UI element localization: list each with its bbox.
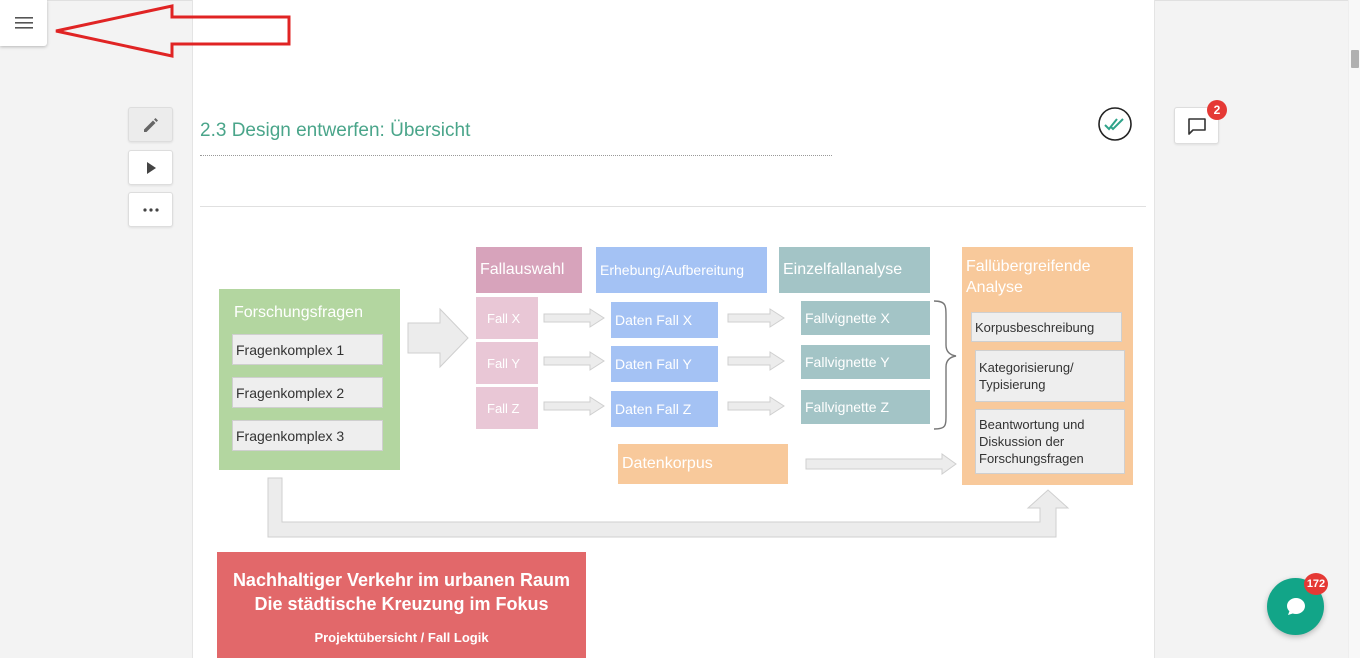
data-corpus: Datenkorpus [618,444,788,484]
play-button[interactable] [128,150,173,185]
data-case-z: Daten Fall Z [611,391,718,427]
case-selection-header: Fallauswahl [476,247,582,293]
play-icon [145,161,157,175]
banner-line-3: Projektübersicht / Fall Logik [217,630,586,645]
red-arrow-annotation [50,2,295,60]
categorisation: Kategorisierung/ Typisierung [975,350,1125,402]
chat-bubble-icon [1284,595,1308,619]
vignette-x: Fallvignette X [801,301,930,335]
question-complex-3: Fragenkomplex 3 [232,420,383,451]
cross-case-title: Fallübergreifende Analyse [966,256,1116,298]
case-x: Fall X [476,297,538,339]
comment-icon [1187,117,1207,135]
banner-line-2: Die städtische Kreuzung im Fokus [217,592,586,616]
section-divider [200,206,1146,207]
question-complex-1: Fragenkomplex 1 [232,334,383,365]
data-case-x: Daten Fall X [611,302,718,338]
hamburger-icon [15,16,33,30]
vignette-y: Fallvignette Y [801,345,930,379]
vignette-z: Fallvignette Z [801,390,930,424]
more-dots-icon [143,208,159,212]
research-questions-title: Forschungsfragen [234,304,363,322]
banner-line-1: Nachhaltiger Verkehr im urbanen Raum [217,568,586,592]
collection-header: Erhebung/Aufbereitung [596,247,767,293]
case-z: Fall Z [476,387,538,429]
menu-button[interactable] [0,0,47,46]
scrollbar-thumb[interactable] [1351,50,1359,68]
answering-discussion: Beantwortung und Diskussion der Forschun… [975,409,1125,474]
scrollbar[interactable] [1348,0,1360,658]
more-button[interactable] [128,192,173,227]
double-check-icon[interactable] [1097,106,1133,142]
pencil-icon [142,116,160,134]
chat-count-badge: 172 [1304,573,1328,595]
single-case-header: Einzelfallanalyse [779,247,930,293]
case-y: Fall Y [476,342,538,384]
section-title: 2.3 Design entwerfen: Übersicht [200,120,470,142]
question-complex-2: Fragenkomplex 2 [232,377,383,408]
edit-button[interactable] [128,107,173,142]
project-banner: Nachhaltiger Verkehr im urbanen Raum Die… [217,552,586,658]
comments-count-badge: 2 [1207,100,1227,120]
corpus-description: Korpusbeschreibung [971,312,1122,342]
title-underline [200,155,832,156]
data-case-y: Daten Fall Y [611,346,718,382]
